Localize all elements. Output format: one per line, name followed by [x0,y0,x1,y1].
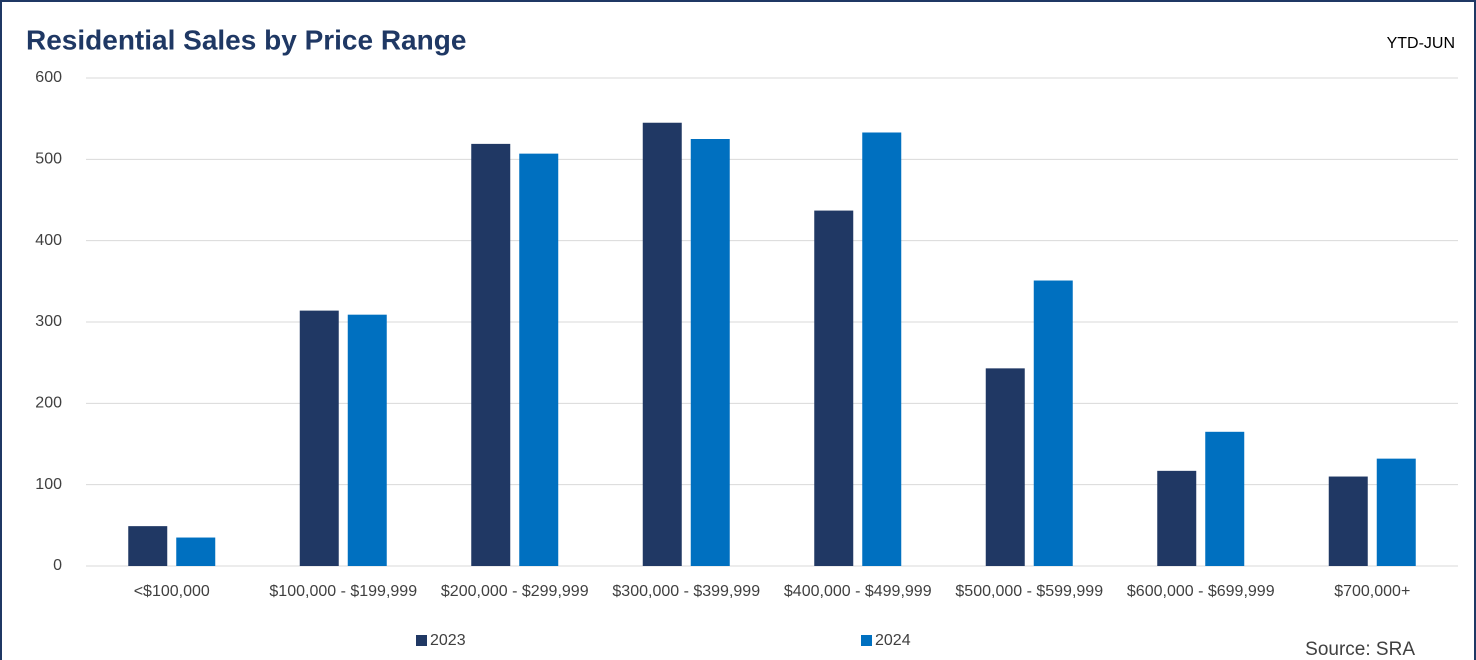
bar [347,314,387,566]
bar [471,143,511,566]
y-tick-label: 600 [35,69,62,86]
subtitle: YTD-JUN [1387,35,1455,52]
x-tick-label: $200,000 - $299,999 [441,583,589,600]
y-tick-label: 500 [35,151,62,168]
bar [299,310,339,566]
chart-title: Residential Sales by Price Range [26,24,466,55]
bar [1033,280,1073,566]
x-tick-label: $700,000+ [1334,583,1410,600]
bar [176,537,216,566]
bar [1376,458,1416,566]
bar [1205,431,1245,566]
bar [814,210,854,566]
x-tick-label: $400,000 - $499,999 [784,583,932,600]
legend-label: 2024 [875,632,911,649]
x-tick-label: $300,000 - $399,999 [612,583,760,600]
bar [862,132,902,566]
legend-label: 2023 [430,632,466,649]
bar [985,368,1025,566]
x-tick-label: $100,000 - $199,999 [269,583,417,600]
y-tick-label: 0 [53,557,62,574]
y-tick-label: 400 [35,232,62,249]
bar [1328,476,1368,566]
bar [519,153,559,566]
source: Source: SRA [1305,639,1415,660]
y-tick-label: 300 [35,313,62,330]
legend-swatch [861,635,872,646]
legend-swatch [416,635,427,646]
x-tick-label: $500,000 - $599,999 [955,583,1103,600]
x-tick-label: <$100,000 [134,583,210,600]
bar [690,139,730,566]
y-tick-label: 200 [35,395,62,412]
bar [642,122,682,566]
y-tick-label: 100 [35,476,62,493]
bar [128,526,168,566]
bar [1157,470,1197,566]
x-tick-label: $600,000 - $699,999 [1127,583,1275,600]
